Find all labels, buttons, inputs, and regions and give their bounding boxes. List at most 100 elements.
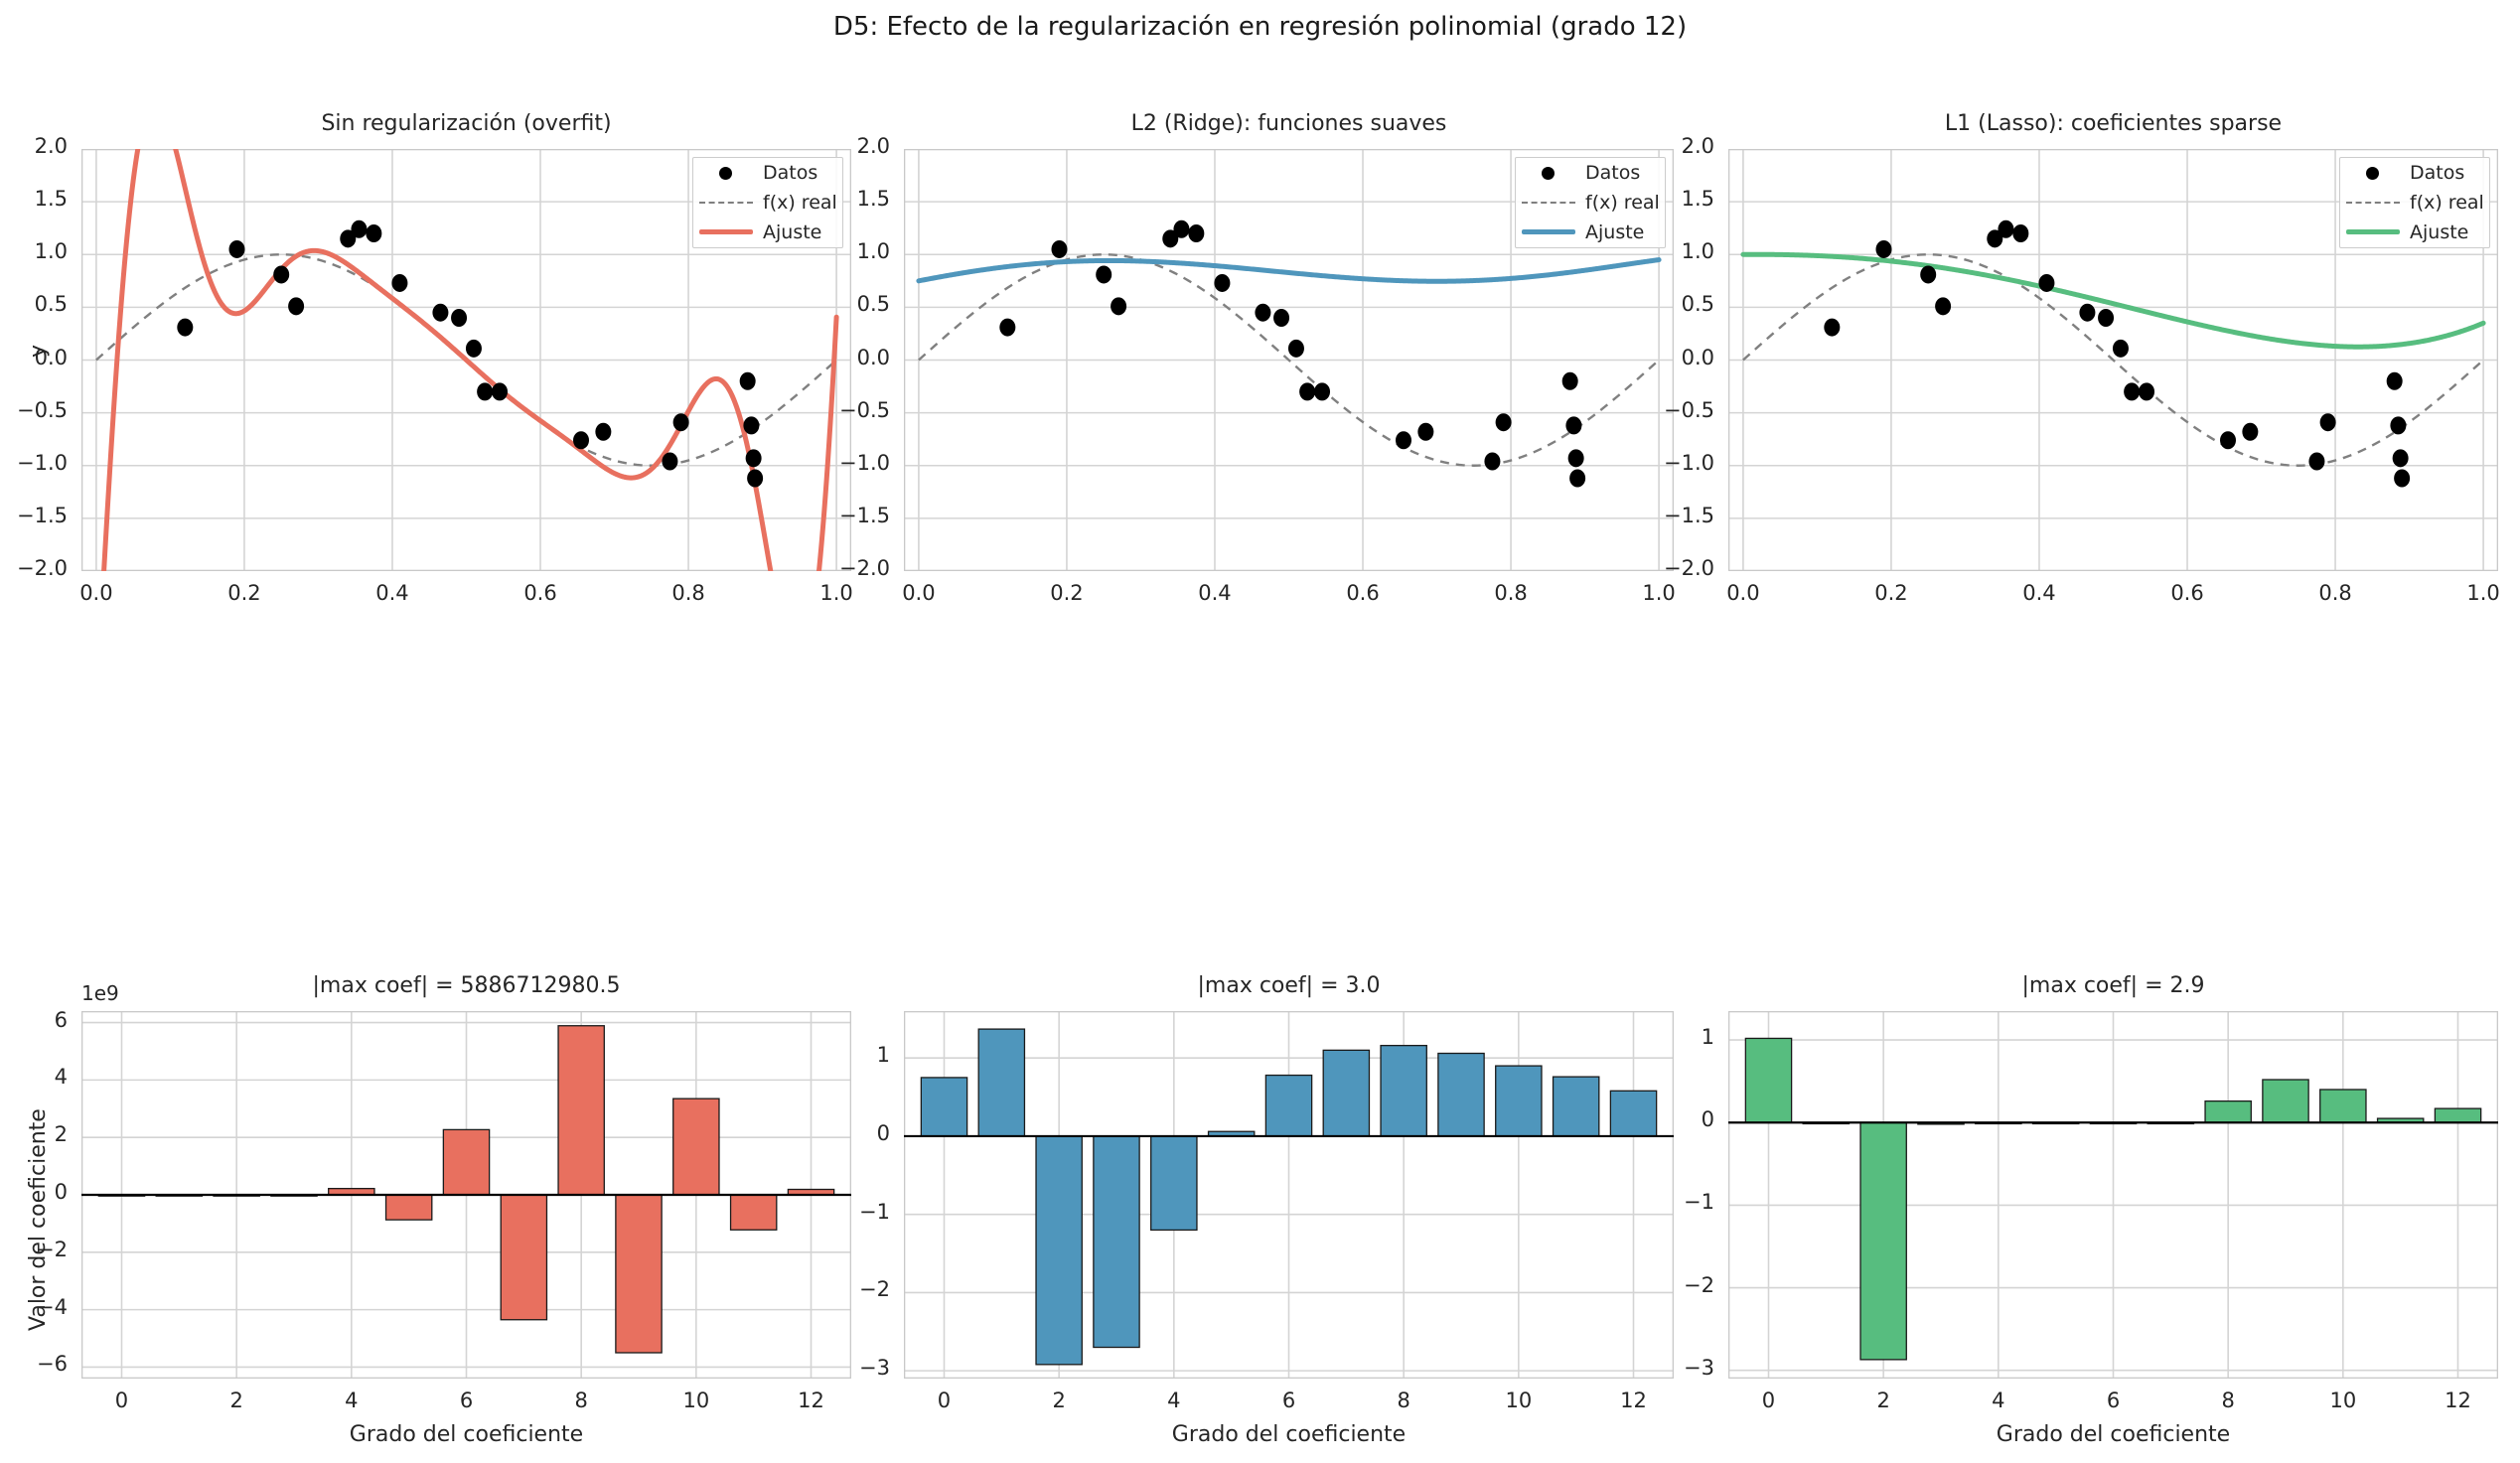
data-point: [1162, 229, 1179, 248]
data-point: [366, 224, 382, 242]
y-tick-label: 1.0: [856, 239, 890, 264]
legend-item-ajuste[interactable]: Ajuste: [1516, 218, 1665, 247]
scatter-dot-icon: [1522, 163, 1575, 183]
coefficient-bar: [384, 1194, 433, 1221]
y-tick-label: 0.5: [34, 292, 68, 317]
x-tick-label: 0.6: [2170, 581, 2204, 605]
legend-item-f-real[interactable]: f(x) real: [1516, 188, 1665, 218]
data-point: [1567, 449, 1584, 468]
panel-fit-ols: Sin regularización (overfit) −2.0 −1.5 −1.0…: [17, 111, 853, 605]
fit-curve: [916, 257, 1662, 284]
legend[interactable]: Datos f(x) real Ajuste: [2339, 157, 2490, 248]
axes-title: L2 (Ridge): funciones suaves: [1130, 111, 1447, 136]
legend-item-ajuste[interactable]: Ajuste: [693, 218, 842, 247]
data-point: [288, 297, 305, 316]
data-point: [1998, 219, 2014, 238]
data-point: [2308, 452, 2325, 471]
data-point: [1875, 239, 1892, 258]
x-tick-label: 0: [1761, 1389, 1776, 1412]
y-tick-label: 0.5: [1681, 292, 1714, 317]
x-tick-label: 0.0: [902, 581, 936, 605]
legend-label: Ajuste: [2410, 221, 2469, 243]
scatter-dot-icon: [699, 163, 753, 183]
data-point: [1495, 413, 1512, 432]
panel-fit-ridge: L2 (Ridge): funciones suaves −2.0 −1.5 −1.0…: [839, 111, 1676, 605]
x-tick-label: 4: [1992, 1389, 2005, 1412]
y-tick-label: −2: [37, 1237, 68, 1261]
legend[interactable]: Datos f(x) real Ajuste: [1515, 157, 1666, 248]
solid-line-icon: [1522, 222, 1575, 242]
true-function-curve: [918, 253, 1660, 467]
data-point: [595, 422, 612, 441]
data-point: [1273, 309, 1290, 327]
coefficient-bar: [977, 1028, 1026, 1137]
y-tick-label: −6: [37, 1352, 68, 1377]
data-point: [273, 265, 290, 284]
data-point: [1569, 469, 1586, 488]
axis-offset-text: 1e9: [81, 981, 119, 1005]
y-tick-label: 0.0: [34, 345, 68, 369]
y-tick-label: −1.0: [1664, 450, 1714, 475]
data-point: [739, 371, 756, 390]
coefficient-bar: [1859, 1121, 1907, 1361]
y-tick-label: 1.5: [856, 187, 890, 212]
y-tick-label: −1.5: [17, 503, 68, 527]
legend-label: Datos: [763, 162, 818, 184]
figure-suptitle: D5: Efecto de la regularización en regre…: [832, 12, 1688, 42]
legend-label: f(x) real: [1585, 192, 1660, 214]
x-tick-label: 4: [1167, 1389, 1181, 1412]
coefficient-bar: [615, 1194, 663, 1354]
x-tick-label: 10: [1505, 1389, 1533, 1412]
panel-fit-lasso: L1 (Lasso): coeficientes sparse −2.0 −1.5 −…: [1664, 111, 2500, 605]
legend-item-f-real[interactable]: f(x) real: [693, 188, 842, 218]
x-tick-label: 0.0: [79, 581, 113, 605]
y-tick-label: 0.0: [1681, 345, 1714, 369]
data-point: [1987, 229, 2003, 248]
data-point: [451, 309, 468, 327]
data-point: [1565, 416, 1582, 435]
data-point: [228, 239, 245, 258]
y-tick-label: −2.0: [839, 556, 890, 580]
x-tick-label: 2: [1052, 1389, 1066, 1412]
coefficient-bar: [1552, 1076, 1600, 1137]
y-tick-label: 1.5: [1681, 187, 1714, 212]
data-point: [1096, 265, 1112, 284]
y-tick-label: 2.0: [34, 134, 68, 158]
x-axis-label: Grado del coeficiente: [349, 1422, 584, 1447]
dashed-line-icon: [1522, 193, 1575, 213]
data-point: [2079, 303, 2096, 322]
y-tick-label: −2: [1684, 1272, 1714, 1297]
data-point: [465, 339, 482, 358]
coefficient-bar: [1322, 1049, 1371, 1137]
legend-item-f-real[interactable]: f(x) real: [2340, 188, 2489, 218]
coefficient-bar: [500, 1194, 548, 1321]
data-point: [1396, 431, 1412, 450]
data-point: [351, 219, 368, 238]
legend-item-datos[interactable]: Datos: [693, 158, 842, 188]
fit-curve: [1740, 251, 2486, 350]
data-point: [492, 382, 509, 401]
coefficient-bar: [729, 1194, 778, 1231]
coefficient-bar: [2319, 1089, 2367, 1123]
x-tick-label: 10: [682, 1389, 710, 1412]
x-tick-label: 0.0: [1726, 581, 1760, 605]
data-point: [2012, 224, 2029, 242]
y-tick-label: −4: [37, 1294, 68, 1319]
legend-item-datos[interactable]: Datos: [2340, 158, 2489, 188]
data-point: [2392, 449, 2409, 468]
legend-item-ajuste[interactable]: Ajuste: [2340, 218, 2489, 247]
axes-title: |max coef| = 2.9: [2021, 973, 2205, 998]
y-tick-label: −1: [1684, 1190, 1714, 1215]
y-tick-label: 0: [54, 1180, 68, 1204]
coefficient-bar: [1744, 1037, 1793, 1123]
data-point: [1214, 273, 1231, 292]
y-tick-label: 1.0: [1681, 239, 1714, 264]
y-tick-label: 0.5: [856, 292, 890, 317]
legend-item-datos[interactable]: Datos: [1516, 158, 1665, 188]
coefficient-bar: [672, 1097, 720, 1196]
y-tick-label: −0.5: [1664, 397, 1714, 422]
y-tick-label: −0.5: [839, 397, 890, 422]
data-point: [477, 382, 494, 401]
legend[interactable]: Datos f(x) real Ajuste: [692, 157, 843, 248]
data-point: [1173, 219, 1190, 238]
